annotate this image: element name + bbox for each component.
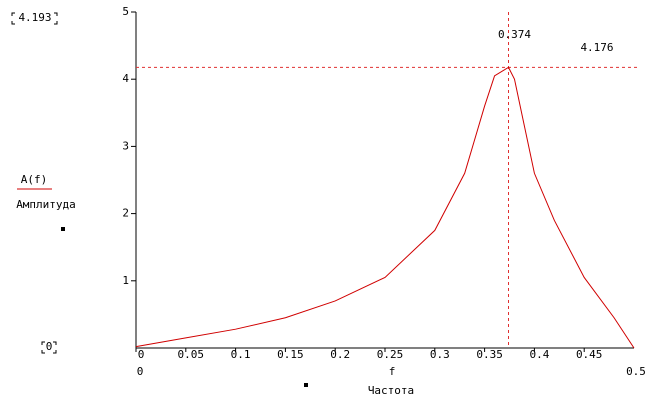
x-tick-label: 0.05 bbox=[178, 348, 205, 361]
x-axis-var: f bbox=[389, 365, 396, 378]
x-tick-label: 0.1 bbox=[231, 348, 251, 361]
field-bracket bbox=[41, 341, 57, 354]
region-handle bbox=[304, 383, 308, 387]
series-line bbox=[135, 66, 635, 349]
y-tick-label: 4 bbox=[122, 72, 129, 85]
y-tick-label: 3 bbox=[122, 139, 129, 152]
x-min-label: 0 bbox=[137, 365, 144, 378]
x-tick-label: 0.15 bbox=[277, 348, 304, 361]
x-tick-label: 0.2 bbox=[330, 348, 350, 361]
x-max-label: 0.5 bbox=[626, 365, 646, 378]
x-tick-label: 0.45 bbox=[576, 348, 603, 361]
y-tick-label: 5 bbox=[122, 5, 129, 18]
y-tick-label: 2 bbox=[122, 207, 129, 220]
x-axis-label: Частота bbox=[368, 384, 414, 397]
x-tick-label: 0.4 bbox=[529, 348, 549, 361]
x-tick-label: 0.35 bbox=[476, 348, 503, 361]
region-handle bbox=[61, 227, 65, 231]
field-bracket bbox=[11, 12, 58, 25]
y-max-label: 4.193 bbox=[18, 11, 51, 24]
y-axis-label: Амплитуда bbox=[16, 198, 76, 211]
x-tick-label: 0 bbox=[138, 348, 145, 361]
marker-x-label: 0.374 bbox=[498, 28, 531, 41]
x-tick-label: 0.3 bbox=[430, 348, 450, 361]
y-min-label: 0 bbox=[46, 340, 53, 353]
x-tick-label: 0.25 bbox=[377, 348, 404, 361]
marker-y-label: 4.176 bbox=[580, 41, 613, 54]
y-axis-label: A(f) bbox=[21, 173, 48, 186]
y-tick-label: 1 bbox=[122, 274, 129, 287]
